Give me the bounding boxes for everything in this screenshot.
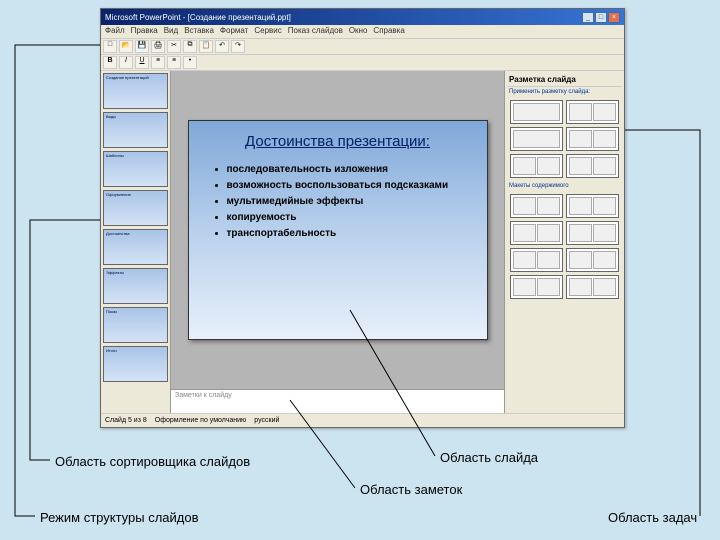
- annotation-notes: Область заметок: [360, 482, 462, 497]
- thumbnail[interactable]: Шаблоны: [103, 151, 168, 187]
- slide-bullets[interactable]: последовательность изложения возможность…: [209, 162, 467, 242]
- annotation-taskpane: Область задач: [608, 510, 697, 525]
- notes-area[interactable]: Заметки к слайду: [171, 389, 504, 413]
- thumbnail[interactable]: Создание презентаций: [103, 73, 168, 109]
- slide-canvas: Достоинства презентации: последовательно…: [171, 71, 504, 389]
- new-icon[interactable]: □: [103, 40, 117, 53]
- menu-edit[interactable]: Правка: [131, 26, 158, 37]
- work-area: Создание презентаций Виды Шаблоны Оформл…: [101, 71, 624, 413]
- annotation-outline: Режим структуры слайдов: [40, 510, 199, 525]
- notes-placeholder: Заметки к слайду: [175, 392, 232, 399]
- layout-option[interactable]: [510, 100, 563, 124]
- layout-option[interactable]: [510, 127, 563, 151]
- thumbnail[interactable]: Показ: [103, 307, 168, 343]
- thumbnail[interactable]: Эффекты: [103, 268, 168, 304]
- bullet-item: транспортабельность: [227, 226, 467, 242]
- menu-view[interactable]: Вид: [164, 26, 178, 37]
- menu-format[interactable]: Формат: [220, 26, 248, 37]
- task-pane: Разметка слайда Применить разметку слайд…: [504, 71, 624, 413]
- close-button[interactable]: ×: [608, 12, 620, 23]
- copy-icon[interactable]: ⧉: [183, 40, 197, 53]
- bullet-item: последовательность изложения: [227, 162, 467, 178]
- layout-option[interactable]: [510, 154, 563, 178]
- layout-option[interactable]: [510, 248, 563, 272]
- slide-sorter-panel[interactable]: Создание презентаций Виды Шаблоны Оформл…: [101, 71, 171, 413]
- thumbnail[interactable]: Достоинства: [103, 229, 168, 265]
- menubar: Файл Правка Вид Вставка Формат Сервис По…: [101, 25, 624, 39]
- undo-icon[interactable]: ↶: [215, 40, 229, 53]
- titlebar: Microsoft PowerPoint - [Создание презент…: [101, 9, 624, 25]
- layout-option[interactable]: [510, 275, 563, 299]
- paste-icon[interactable]: 📋: [199, 40, 213, 53]
- thumbnail[interactable]: Виды: [103, 112, 168, 148]
- layout-option[interactable]: [510, 194, 563, 218]
- layout-option[interactable]: [566, 100, 619, 124]
- slide-area: Достоинства презентации: последовательно…: [171, 71, 504, 413]
- save-icon[interactable]: 💾: [135, 40, 149, 53]
- menu-window[interactable]: Окно: [349, 26, 368, 37]
- annotation-sorter: Область сортировщика слайдов: [55, 454, 250, 469]
- menu-help[interactable]: Справка: [373, 26, 404, 37]
- taskpane-section: Макеты содержимого: [507, 181, 622, 191]
- thumbnail[interactable]: Оформление: [103, 190, 168, 226]
- underline-icon[interactable]: U: [135, 56, 149, 69]
- powerpoint-window: Microsoft PowerPoint - [Создание презент…: [100, 8, 625, 428]
- current-slide[interactable]: Достоинства презентации: последовательно…: [188, 120, 488, 340]
- italic-icon[interactable]: I: [119, 56, 133, 69]
- redo-icon[interactable]: ↷: [231, 40, 245, 53]
- layout-option[interactable]: [566, 248, 619, 272]
- layout-option[interactable]: [566, 275, 619, 299]
- slide-title[interactable]: Достоинства презентации:: [209, 133, 467, 150]
- formatting-toolbar: B I U ≡ ≡ •: [101, 55, 624, 71]
- bullet-item: мультимедийные эффекты: [227, 194, 467, 210]
- cut-icon[interactable]: ✂: [167, 40, 181, 53]
- standard-toolbar: □ 📂 💾 🖨 ✂ ⧉ 📋 ↶ ↷: [101, 39, 624, 55]
- menu-tools[interactable]: Сервис: [254, 26, 281, 37]
- open-icon[interactable]: 📂: [119, 40, 133, 53]
- align-center-icon[interactable]: ≡: [167, 56, 181, 69]
- layout-option[interactable]: [510, 221, 563, 245]
- annotation-slide-area: Область слайда: [440, 450, 538, 465]
- print-icon[interactable]: 🖨: [151, 40, 165, 53]
- status-language: русский: [254, 417, 279, 424]
- layout-grid: [507, 97, 622, 181]
- menu-insert[interactable]: Вставка: [184, 26, 214, 37]
- layout-option[interactable]: [566, 154, 619, 178]
- bullet-item: возможность воспользоваться подсказками: [227, 178, 467, 194]
- taskpane-header: Разметка слайда: [507, 73, 622, 87]
- window-title: Microsoft PowerPoint - [Создание презент…: [105, 13, 291, 22]
- bold-icon[interactable]: B: [103, 56, 117, 69]
- status-template: Оформление по умолчанию: [155, 417, 247, 424]
- layout-grid-2: [507, 191, 622, 302]
- minimize-button[interactable]: _: [582, 12, 594, 23]
- statusbar: Слайд 5 из 8 Оформление по умолчанию рус…: [101, 413, 624, 427]
- taskpane-section: Применить разметку слайда:: [507, 87, 622, 97]
- maximize-button[interactable]: □: [595, 12, 607, 23]
- layout-option[interactable]: [566, 127, 619, 151]
- bullet-item: копируемость: [227, 210, 467, 226]
- bullets-icon[interactable]: •: [183, 56, 197, 69]
- layout-option[interactable]: [566, 221, 619, 245]
- menu-slideshow[interactable]: Показ слайдов: [288, 26, 343, 37]
- status-slide-number: Слайд 5 из 8: [105, 417, 147, 424]
- menu-file[interactable]: Файл: [105, 26, 125, 37]
- align-left-icon[interactable]: ≡: [151, 56, 165, 69]
- layout-option[interactable]: [566, 194, 619, 218]
- thumbnail[interactable]: Итоги: [103, 346, 168, 382]
